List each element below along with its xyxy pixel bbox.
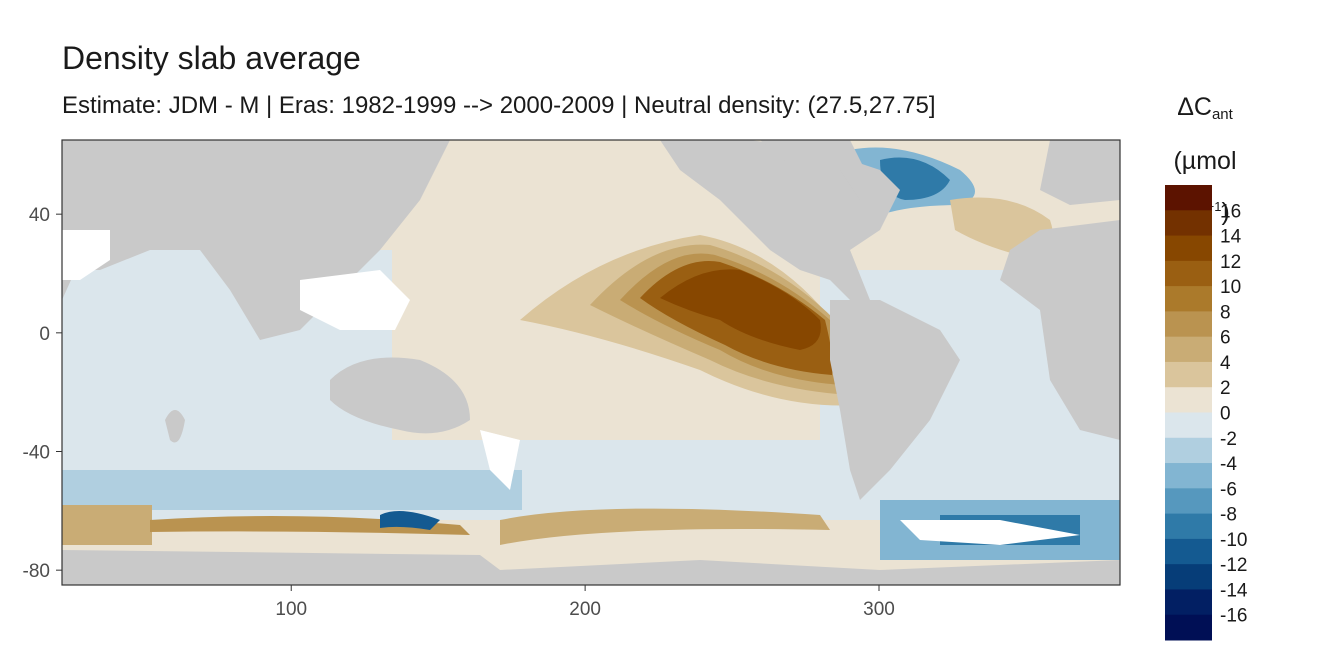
legend-label: -16 (1220, 606, 1247, 627)
ocean-field (62, 140, 1120, 585)
legend-title-sub: ant (1211, 106, 1233, 123)
legend-swatch (1165, 513, 1212, 540)
y-tick-label: 40 (29, 205, 50, 226)
chart-title: Density slab average (62, 40, 361, 76)
x-tick-label: 200 (569, 599, 601, 620)
legend-label: -2 (1220, 429, 1237, 450)
chart-subtitle: Estimate: JDM - M | Eras: 1982-1999 --> … (62, 92, 936, 119)
legend-label: 8 (1220, 302, 1231, 323)
x-tick-label: 100 (275, 599, 307, 620)
legend-swatch (1165, 260, 1212, 287)
legend-swatch (1165, 614, 1212, 641)
legend-label: 6 (1220, 328, 1231, 349)
legend-label: 10 (1220, 277, 1241, 298)
legend-swatch (1165, 463, 1212, 489)
legend-swatch (1165, 412, 1212, 439)
legend-swatch (1165, 210, 1212, 237)
legend-label: -4 (1220, 454, 1237, 475)
legend-label: -14 (1220, 580, 1248, 601)
legend-label: 16 (1220, 201, 1241, 222)
legend-label: -6 (1220, 479, 1237, 500)
y-axis: 40 0 -40 -80 (23, 205, 62, 582)
legend-title-main: ΔC (1177, 93, 1212, 121)
y-tick-label: 0 (39, 324, 50, 345)
legend-swatch (1165, 235, 1212, 262)
legend-swatch (1165, 361, 1212, 388)
legend-label: -12 (1220, 555, 1247, 576)
y-tick-label: -80 (23, 561, 50, 582)
legend-label: 12 (1220, 252, 1241, 273)
panel-border (61, 139, 1121, 586)
legend-swatch (1165, 311, 1212, 338)
legend-label: 4 (1220, 353, 1231, 374)
no-data-regions (62, 230, 1080, 545)
legend-swatch (1165, 589, 1212, 616)
x-tick-label: 300 (863, 599, 895, 620)
legend-label: 0 (1220, 404, 1231, 425)
color-legend: 16 14 12 10 8 6 4 2 0 -2 -4 -6 -8 -10 -12 -14 -16 (1165, 185, 1248, 641)
legend-label: -10 (1220, 530, 1247, 551)
legend-swatch (1165, 286, 1212, 312)
legend-label: 14 (1220, 227, 1242, 248)
legend-swatch (1165, 564, 1212, 590)
legend-swatch (1165, 336, 1212, 363)
legend-unit-end: ) (1221, 198, 1230, 226)
legend-label: -8 (1220, 505, 1237, 526)
y-tick-label: -40 (23, 443, 50, 464)
legend-swatch (1165, 387, 1212, 413)
legend-swatch (1165, 437, 1212, 464)
x-axis: 100 200 300 (275, 585, 895, 620)
legend-swatch (1165, 185, 1212, 211)
legend-label: 2 (1220, 378, 1231, 399)
legend-swatch (1165, 488, 1212, 515)
legend-swatch (1165, 538, 1212, 565)
